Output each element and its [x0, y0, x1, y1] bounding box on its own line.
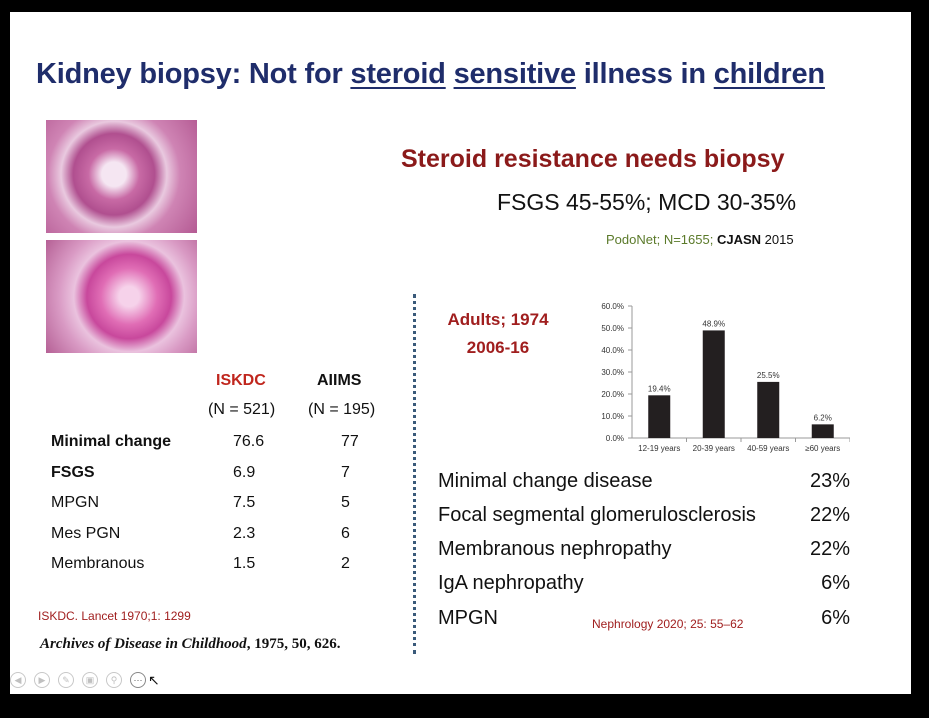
table-cell-aiims: 6 — [341, 525, 350, 542]
x-tick-label: ≥60 years — [805, 444, 840, 453]
x-tick-label: 40-59 years — [747, 444, 789, 453]
table-cell-aiims: 2 — [341, 555, 350, 572]
bar-data-label: 25.5% — [757, 371, 780, 380]
slide-title: Kidney biopsy: Not for steroid sensitive… — [36, 58, 825, 90]
aiims-n: (N = 195) — [308, 401, 376, 418]
slide: Kidney biopsy: Not for steroid sensitive… — [10, 12, 911, 694]
y-tick-label: 10.0% — [601, 412, 624, 421]
table-row-label: Mes PGN — [51, 525, 121, 542]
table-cell-iskdc: 76.6 — [233, 433, 265, 450]
pen-icon[interactable]: ✎ — [58, 672, 74, 688]
biopsy-image-bottom — [46, 240, 197, 353]
table-cell-iskdc: 6.9 — [233, 464, 256, 481]
bar — [811, 424, 834, 438]
iskdc-n: (N = 521) — [208, 401, 276, 418]
list-item: Membranous nephropathy 22% — [438, 538, 850, 561]
list-item: MPGN 6% — [438, 607, 850, 630]
x-tick-label: 20-39 years — [693, 444, 735, 453]
aiims-header: AIIMS — [317, 372, 362, 389]
fsgs-mcd-subheading: FSGS 45-55%; MCD 30-35% — [497, 189, 797, 215]
archives-citation: Archives of Disease in Childhood, 1975, … — [40, 636, 341, 652]
adults-label: Adults; 1974 2006-16 — [437, 306, 559, 362]
list-item-percent: 22% — [809, 538, 850, 560]
bar-data-label: 48.9% — [702, 319, 725, 328]
table-row-label: MPGN — [51, 494, 99, 511]
list-item: Focal segmental glomerulosclerosis 22% — [438, 504, 850, 527]
table-cell-iskdc: 1.5 — [233, 555, 256, 572]
table-row-label: Membranous — [51, 555, 145, 572]
y-tick-label: 50.0% — [601, 324, 624, 333]
iskdc-citation: ISKDC. Lancet 1970;1: 1299 — [38, 609, 191, 623]
table-row-label: FSGS — [51, 464, 95, 481]
adults-line1: Adults; 1974 — [447, 310, 549, 329]
zoom-icon[interactable]: ⚲ — [106, 672, 122, 688]
slides-icon[interactable]: ▣ — [82, 672, 98, 688]
dotted-divider — [413, 294, 416, 654]
adults-line2: 2006-16 — [466, 338, 530, 357]
bar — [702, 330, 725, 438]
x-tick-label: 12-19 years — [638, 444, 680, 453]
list-item-label: Minimal change disease — [438, 470, 653, 492]
list-item: IgA nephropathy 6% — [438, 572, 850, 595]
biopsy-image-top — [46, 120, 197, 233]
list-item: Minimal change disease 23% — [438, 470, 850, 493]
age-distribution-chart: 0.0% 10.0% 20.0% 30.0% 40.0% 50.0% 60.0% 19.4% 1… — [601, 302, 850, 453]
y-tick-label: 60.0% — [601, 302, 624, 311]
steroid-resistance-heading: Steroid resistance needs biopsy — [401, 145, 785, 173]
table-cell-aiims: 77 — [341, 433, 359, 450]
podonet-citation: PodoNet; N=1655; CJASN 2015 — [606, 232, 794, 247]
next-icon[interactable]: ▶ — [34, 672, 50, 688]
table-cell-aiims: 7 — [341, 464, 350, 481]
bar-data-label: 6.2% — [814, 413, 832, 422]
iskdc-header: ISKDC — [216, 372, 266, 389]
cursor-icon: ↖ — [148, 672, 160, 688]
prev-icon[interactable]: ◀ — [10, 672, 26, 688]
list-item-label: Focal segmental glomerulosclerosis — [438, 504, 756, 526]
list-item-percent: 6% — [821, 572, 850, 594]
table-cell-iskdc: 2.3 — [233, 525, 256, 542]
y-tick-label: 40.0% — [601, 346, 624, 355]
table-cell-iskdc: 7.5 — [233, 494, 256, 511]
bar — [757, 381, 780, 438]
list-item-label: IgA nephropathy — [438, 572, 584, 594]
y-tick-label: 20.0% — [601, 390, 624, 399]
list-item-percent: 6% — [821, 607, 850, 629]
nephrology-citation: Nephrology 2020; 25: 55–62 — [592, 617, 744, 631]
y-tick-label: 30.0% — [601, 368, 624, 377]
more-icon[interactable]: ··· — [130, 672, 146, 688]
bar — [648, 395, 671, 438]
list-item-label: MPGN — [438, 607, 498, 629]
y-tick-label: 0.0% — [606, 434, 624, 443]
bar-data-label: 19.4% — [648, 384, 671, 393]
list-item-percent: 23% — [809, 470, 850, 492]
table-row-label: Minimal change — [51, 433, 172, 450]
table-cell-aiims: 5 — [341, 494, 350, 511]
list-item-label: Membranous nephropathy — [438, 538, 672, 560]
list-item-percent: 22% — [809, 504, 850, 526]
